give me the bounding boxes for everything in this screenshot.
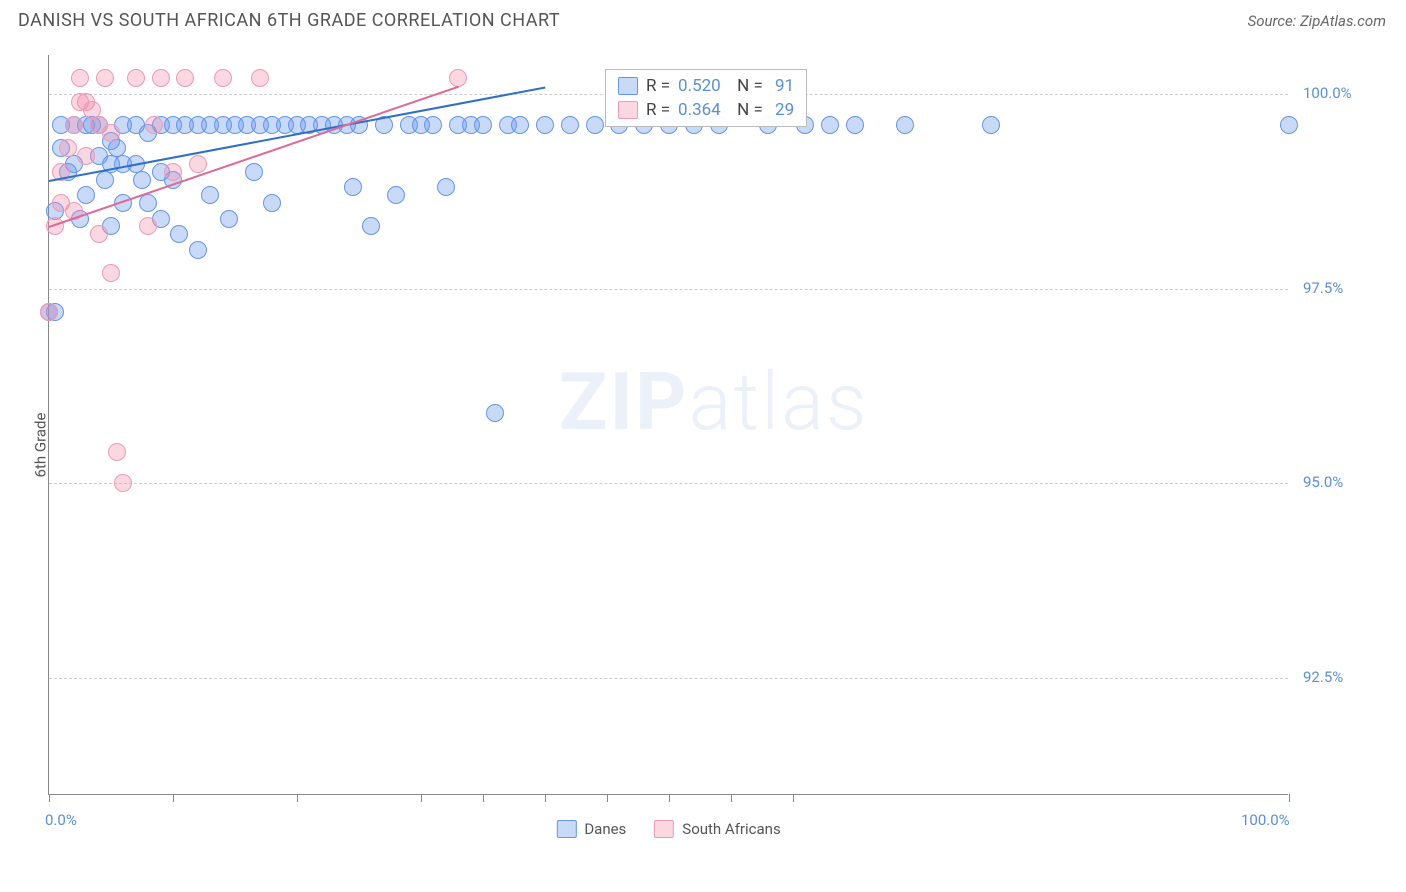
source-attribution: Source: ZipAtlas.com: [1248, 12, 1386, 30]
data-point: [145, 116, 163, 134]
data-point: [486, 404, 504, 422]
x-tick: [421, 794, 422, 802]
page-title: DANISH VS SOUTH AFRICAN 6TH GRADE CORREL…: [18, 10, 560, 31]
x-tick: [731, 794, 732, 802]
chart-container: 6th Grade ZIPatlas DanesSouth Africans 9…: [0, 45, 1406, 845]
y-tick-label: 92.5%: [1303, 668, 1343, 686]
x-tick: [607, 794, 608, 802]
data-point: [189, 155, 207, 173]
stats-box: R = 0.520 N = 91R = 0.364 N = 29: [605, 69, 807, 127]
data-point: [1280, 116, 1298, 134]
stat-label: R =: [646, 76, 670, 96]
stat-n-value: 29: [771, 100, 794, 120]
x-tick: [669, 794, 670, 802]
data-point: [152, 69, 170, 87]
watermark: ZIPatlas: [559, 355, 869, 449]
data-point: [176, 69, 194, 87]
x-tick: [545, 794, 546, 802]
y-tick-label: 100.0%: [1303, 84, 1352, 102]
legend-swatch-icon: [556, 820, 576, 838]
stat-label: N =: [729, 100, 763, 120]
data-point: [96, 69, 114, 87]
data-point: [263, 194, 281, 212]
gridline: [49, 289, 1288, 290]
data-point: [108, 443, 126, 461]
data-point: [96, 171, 114, 189]
stat-r-value: 0.520: [678, 76, 721, 96]
data-point: [77, 147, 95, 165]
legend-label: Danes: [584, 820, 626, 838]
gridline: [49, 678, 1288, 679]
data-point: [189, 241, 207, 259]
y-tick-label: 97.5%: [1303, 279, 1343, 297]
data-point: [474, 116, 492, 134]
data-point: [424, 116, 442, 134]
x-tick: [49, 794, 50, 802]
scatter-plot: ZIPatlas DanesSouth Africans 92.5%95.0%9…: [48, 55, 1288, 795]
data-point: [437, 178, 455, 196]
data-point: [214, 69, 232, 87]
data-point: [387, 186, 405, 204]
data-point: [170, 225, 188, 243]
data-point: [164, 163, 182, 181]
data-point: [102, 124, 120, 142]
data-point: [71, 69, 89, 87]
data-point: [982, 116, 1000, 134]
data-point: [59, 139, 77, 157]
stats-row: R = 0.520 N = 91: [606, 74, 806, 98]
data-point: [102, 264, 120, 282]
x-tick: [173, 794, 174, 802]
data-point: [536, 116, 554, 134]
data-point: [561, 116, 579, 134]
x-tick-label: 0.0%: [45, 811, 77, 829]
data-point: [449, 69, 467, 87]
x-tick-label: 100.0%: [1241, 811, 1290, 829]
data-point: [139, 194, 157, 212]
data-point: [220, 210, 238, 228]
x-tick: [793, 794, 794, 802]
stat-label: N =: [729, 76, 763, 96]
data-point: [362, 217, 380, 235]
data-point: [344, 178, 362, 196]
x-tick: [483, 794, 484, 802]
data-point: [896, 116, 914, 134]
stats-row: R = 0.364 N = 29: [606, 98, 806, 122]
x-tick: [1289, 794, 1290, 802]
legend-swatch-icon: [618, 101, 638, 119]
legend-swatch-icon: [618, 77, 638, 95]
y-tick-label: 95.0%: [1303, 473, 1343, 491]
legend: Danes South Africans: [556, 820, 780, 838]
stat-n-value: 91: [771, 76, 794, 96]
legend-label: South Africans: [682, 820, 780, 838]
legend-item: Danes: [556, 820, 626, 838]
data-point: [245, 163, 263, 181]
data-point: [846, 116, 864, 134]
y-axis-label: 6th Grade: [31, 413, 49, 478]
legend-swatch-icon: [654, 820, 674, 838]
data-point: [586, 116, 604, 134]
data-point: [511, 116, 529, 134]
data-point: [821, 116, 839, 134]
stat-r-value: 0.364: [678, 100, 721, 120]
data-point: [40, 303, 58, 321]
legend-item: South Africans: [654, 820, 780, 838]
data-point: [77, 186, 95, 204]
stat-label: R =: [646, 100, 670, 120]
x-tick: [297, 794, 298, 802]
data-point: [251, 69, 269, 87]
data-point: [127, 69, 145, 87]
data-point: [65, 116, 83, 134]
data-point: [201, 186, 219, 204]
data-point: [133, 171, 151, 189]
data-point: [139, 217, 157, 235]
data-point: [114, 474, 132, 492]
data-point: [90, 225, 108, 243]
gridline: [49, 483, 1288, 484]
